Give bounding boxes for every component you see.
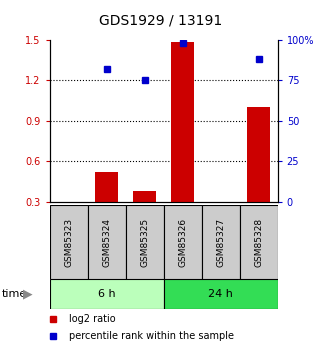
Text: GDS1929 / 13191: GDS1929 / 13191: [99, 14, 222, 28]
Bar: [50, 279, 164, 309]
Bar: [164, 205, 202, 279]
Bar: [88, 205, 126, 279]
Bar: [126, 205, 164, 279]
Bar: [133, 191, 156, 202]
Text: GSM85323: GSM85323: [64, 218, 73, 267]
Text: GSM85327: GSM85327: [216, 218, 225, 267]
Text: GSM85324: GSM85324: [102, 218, 111, 267]
Text: time: time: [2, 289, 27, 299]
Bar: [247, 107, 270, 202]
Text: ▶: ▶: [23, 288, 33, 300]
Text: 6 h: 6 h: [98, 289, 116, 299]
Bar: [240, 205, 278, 279]
Text: log2 ratio: log2 ratio: [69, 314, 116, 324]
Bar: [202, 205, 240, 279]
Bar: [50, 205, 88, 279]
Text: GSM85326: GSM85326: [178, 218, 187, 267]
Bar: [171, 42, 194, 202]
Text: 24 h: 24 h: [208, 289, 233, 299]
Text: GSM85328: GSM85328: [254, 218, 263, 267]
Text: GSM85325: GSM85325: [140, 218, 149, 267]
Bar: [164, 279, 278, 309]
Bar: [95, 172, 118, 202]
Text: percentile rank within the sample: percentile rank within the sample: [69, 331, 234, 341]
